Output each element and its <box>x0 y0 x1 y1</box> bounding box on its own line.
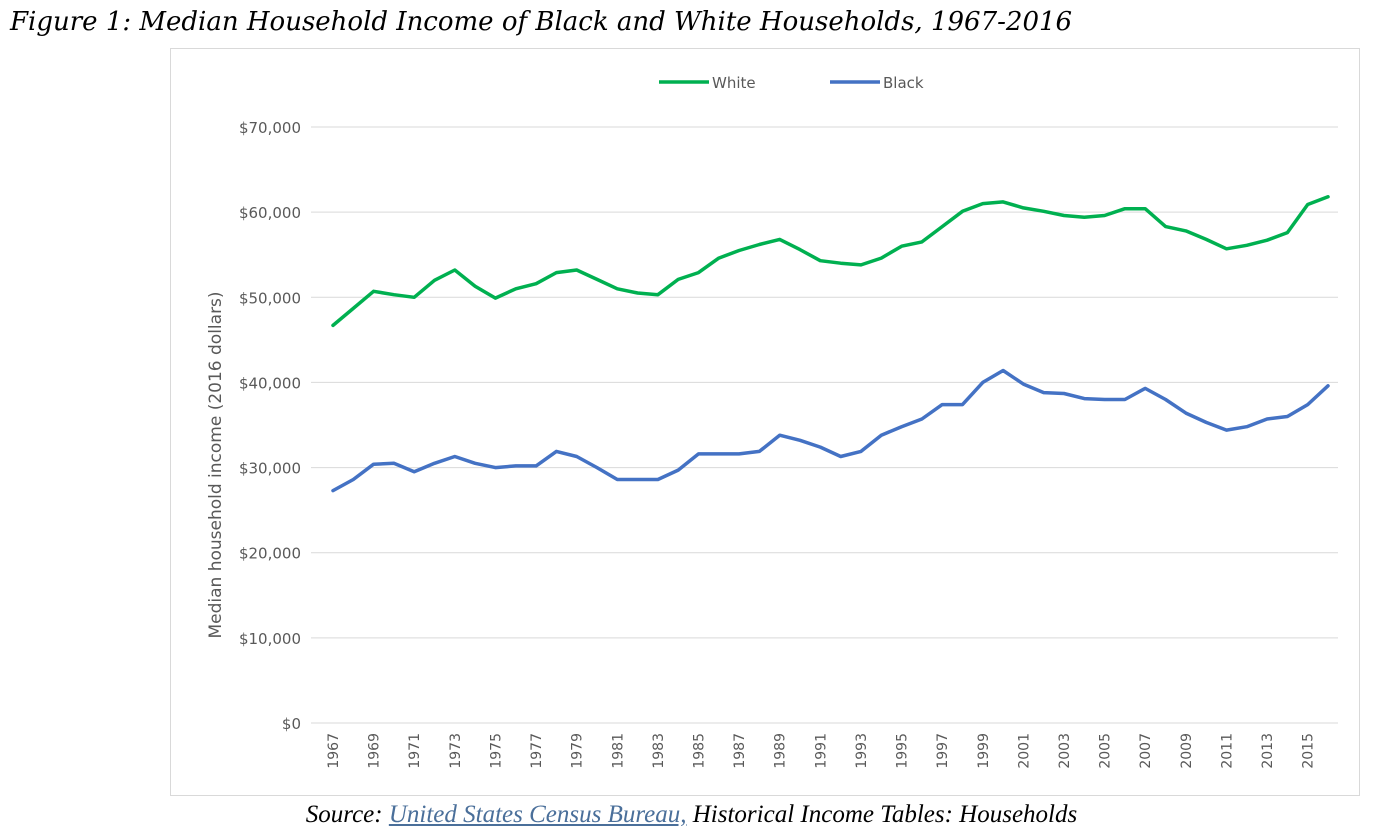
x-tick: 1969 <box>367 733 383 769</box>
x-tick-label: 1969 <box>367 733 383 769</box>
x-tick: 1997 <box>935 733 951 769</box>
x-tick-label: 2011 <box>1219 733 1235 769</box>
x-tick-label: 1977 <box>529 733 545 769</box>
x-tick-label: 1987 <box>732 733 748 769</box>
x-tick-label: 2001 <box>1016 733 1032 769</box>
x-tick-label: 2009 <box>1179 733 1195 769</box>
x-tick: 1985 <box>692 733 708 769</box>
x-tick: 1979 <box>570 733 586 769</box>
x-tick-label: 1973 <box>448 733 464 769</box>
x-tick-label: 1999 <box>976 733 992 769</box>
x-tick: 1977 <box>529 733 545 769</box>
x-tick: 1971 <box>407 733 423 769</box>
x-tick: 1991 <box>813 733 829 769</box>
x-tick: 1983 <box>651 733 667 769</box>
legend-label-black: Black <box>883 74 924 92</box>
source-suffix: Historical Income Tables: Households <box>686 801 1078 828</box>
x-tick: 2013 <box>1260 733 1276 769</box>
x-tick: 2015 <box>1301 733 1317 769</box>
x-tick: 1967 <box>326 733 342 769</box>
x-tick: 2011 <box>1219 733 1235 769</box>
x-tick-label: 1997 <box>935 733 951 769</box>
x-tick-label: 1979 <box>570 733 586 769</box>
x-axis-ticks: 1967 1969 1971 1973 1975 1977 1979 1981 1983 1985… <box>326 733 1317 769</box>
x-tick-label: 1975 <box>488 733 504 769</box>
x-tick-label: 1985 <box>692 733 708 769</box>
x-tick: 1975 <box>488 733 504 769</box>
x-tick-label: 1995 <box>895 733 911 769</box>
gridlines <box>311 126 1338 724</box>
x-tick-label: 1981 <box>610 733 626 769</box>
x-tick: 2003 <box>1057 733 1073 769</box>
y-tick-label: $20,000 <box>239 545 301 563</box>
source-note: Source: United States Census Bureau, His… <box>0 798 1383 832</box>
series-line-black <box>331 368 1330 493</box>
x-tick: 2005 <box>1098 733 1114 769</box>
figure-title: Figure 1: Median Household Income of Bla… <box>10 7 1073 37</box>
y-tick-label: $60,000 <box>239 204 301 222</box>
y-tick-label: $50,000 <box>239 289 301 307</box>
x-tick: 2007 <box>1138 733 1154 769</box>
y-axis-ticks: $0 $10,000 $20,000 $30,000 $40,000 $50,000 $60… <box>239 119 301 733</box>
source-prefix: Source: <box>305 801 389 828</box>
line-chart: $0 $10,000 $20,000 $30,000 $40,000 $50,000 $60… <box>206 74 1338 769</box>
x-tick: 2009 <box>1179 733 1195 769</box>
legend: White Black <box>659 74 924 92</box>
legend-label-white: White <box>712 74 756 92</box>
y-tick-label: $70,000 <box>239 119 301 137</box>
x-tick-label: 1967 <box>326 733 342 769</box>
source-link[interactable]: United States Census Bureau, <box>388 801 687 828</box>
y-tick-label: $0 <box>282 715 301 733</box>
x-tick: 1981 <box>610 733 626 769</box>
y-tick-label: $40,000 <box>239 374 301 392</box>
x-tick-label: 1989 <box>773 733 789 769</box>
chart-frame: $0 $10,000 $20,000 $30,000 $40,000 $50,000 $60… <box>170 48 1360 796</box>
x-tick: 1987 <box>732 733 748 769</box>
x-tick-label: 2005 <box>1098 733 1114 769</box>
x-tick: 1993 <box>854 733 870 769</box>
x-tick: 1995 <box>895 733 911 769</box>
x-tick: 2001 <box>1016 733 1032 769</box>
series-lines <box>331 195 1330 493</box>
x-tick: 1989 <box>773 733 789 769</box>
y-tick-label: $30,000 <box>239 460 301 478</box>
x-tick-label: 1993 <box>854 733 870 769</box>
x-tick-label: 2015 <box>1301 733 1317 769</box>
x-tick-label: 2003 <box>1057 733 1073 769</box>
y-axis-label: Median household income (2016 dollars) <box>206 291 226 638</box>
x-tick: 1973 <box>448 733 464 769</box>
x-tick-label: 2007 <box>1138 733 1154 769</box>
x-tick-label: 1971 <box>407 733 423 769</box>
x-tick-label: 2013 <box>1260 733 1276 769</box>
x-tick-label: 1983 <box>651 733 667 769</box>
series-line-white <box>331 195 1330 328</box>
x-tick: 1999 <box>976 733 992 769</box>
y-tick-label: $10,000 <box>239 630 301 648</box>
x-tick-label: 1991 <box>813 733 829 769</box>
